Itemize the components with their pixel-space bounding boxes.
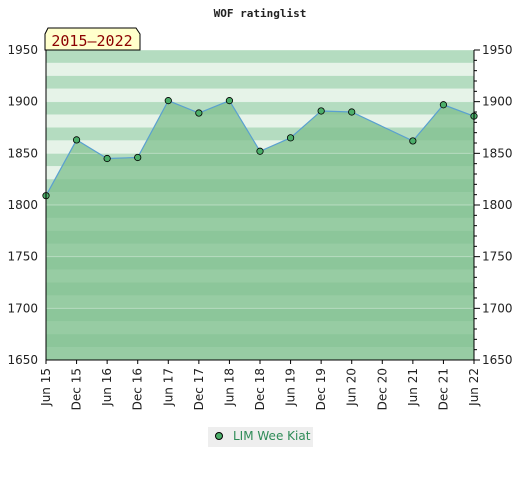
marker-layer [42,97,478,200]
x-tick-label: Jun 19 [284,368,298,407]
y-tick-label-right: 1900 [482,95,513,109]
legend-label: LIM Wee Kiat [233,429,311,443]
x-tick-label: Dec 15 [70,368,84,410]
y-tick-labels-right: 1650 1700 1750 1800 1850 1900 1950 [482,43,513,367]
background-band [46,62,474,76]
axes-layer [45,49,480,364]
x-tick-label: Jun 22 [467,368,481,407]
x-tick-label: Jun 17 [161,368,175,407]
x-tick-label: Jun 20 [345,368,359,407]
data-point [134,153,142,162]
background-band [46,127,474,141]
legend: LIM Wee Kiat [208,427,313,447]
y-tick-label-right: 1850 [482,146,513,160]
x-tick-labels: Jun 15 Dec 15 Jun 16 Dec 16 Jun 17 Dec 17 Jun … [39,368,481,410]
y-tick-label-left: 1850 [7,146,38,160]
period-badge: 2015–2022 [44,27,141,51]
background-band [46,75,474,89]
legend-box [208,427,313,447]
data-point [225,97,234,105]
background-band [46,50,474,63]
y-tick-label-right: 1700 [482,301,513,315]
period-badge-box [44,27,141,51]
data-point [409,137,417,145]
x-tick-label: Jun 18 [222,368,236,407]
y-tick-label-left: 1900 [7,95,38,109]
area-layer [46,100,474,360]
data-point [348,108,356,116]
x-tick-label: Jun 21 [406,368,420,407]
y-tick-label-left: 1950 [7,43,38,57]
data-point [164,97,172,105]
data-point [195,109,203,117]
y-tick-label-left: 1750 [7,250,38,264]
x-tick-label: Dec 19 [314,368,328,410]
x-tick-label: Dec 17 [192,368,206,410]
background-band [46,114,474,128]
y-tick-label-right: 1750 [482,250,513,264]
data-point [317,107,325,115]
y-tick-labels-left: 1650 1700 1750 1800 1850 1900 1950 [7,43,38,367]
x-tick-label: Jun 15 [39,368,53,407]
x-tick-label: Dec 20 [375,368,389,410]
chart-title: WOF ratinglist [214,7,307,20]
x-tick-label: Dec 18 [253,368,267,410]
x-tick-label: Jun 16 [100,368,114,407]
y-tick-label-left: 1700 [7,301,38,315]
series-line-lim-wee-kiat [45,99,475,196]
data-point [286,134,295,142]
period-badge-label: 2015–2022 [51,32,132,50]
x-tick-label: Dec 16 [131,368,145,410]
data-point [256,147,264,155]
background-band [46,88,474,102]
y-tick-label-left: 1800 [7,198,38,212]
data-point [72,136,81,144]
y-tick-label-right: 1950 [482,43,513,57]
y-tick-label-right: 1650 [482,353,513,367]
data-point [103,154,111,163]
y-tick-label-left: 1650 [7,353,38,367]
line-layer [45,99,475,196]
background-band [46,101,474,115]
x-tick-label: Dec 21 [436,368,450,410]
legend-marker [215,432,223,440]
data-point [439,101,448,109]
y-tick-label-right: 1800 [482,198,513,212]
series-area-lim-wee-kiat [46,100,474,360]
